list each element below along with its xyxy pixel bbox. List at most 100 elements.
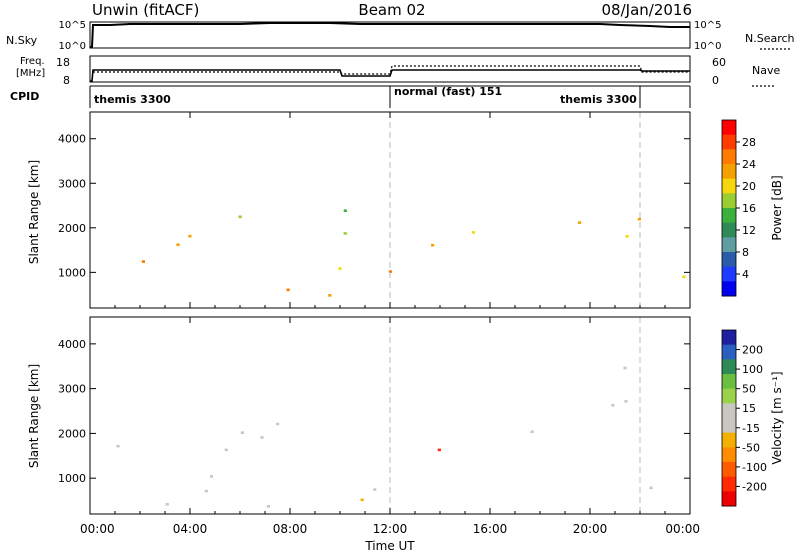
nsky-trace [90, 22, 690, 48]
y-tick-label: 2000 [58, 222, 86, 235]
colorbar-tick-label: 8 [742, 246, 749, 259]
y-tick-label: 3000 [58, 177, 86, 190]
echo-cell [649, 486, 653, 490]
cpid-mode-2: normal (fast) 151 [394, 85, 502, 98]
x-axis-label: Time UT [364, 539, 415, 553]
echo-cell [578, 221, 582, 224]
nsearch-label: N.Search [745, 32, 795, 45]
echo-cell [623, 366, 627, 370]
velocity-panel: 1000 2000 3000 4000 00:00 04:00 08:00 12:00 16:… [27, 316, 784, 553]
x-tick-label: 16:00 [473, 522, 508, 536]
echo-cell [682, 275, 686, 279]
x-tick-label: 04:00 [173, 522, 208, 536]
colorbar-segment [722, 330, 736, 346]
power-colorbar-ticks: 28 24 20 16 12 8 4 [736, 136, 756, 281]
nave-label: Nave [752, 64, 780, 77]
colorbar-segment [722, 237, 736, 253]
colorbar-tick-label: -100 [742, 461, 767, 474]
power-y-label: Slant Range [km] [27, 160, 41, 264]
colorbar-tick-label: 4 [742, 268, 749, 281]
colorbar-segment [722, 178, 736, 194]
colorbar-tick-label: 24 [742, 158, 756, 171]
colorbar-segment [722, 120, 736, 136]
colorbar-tick-label: 12 [742, 224, 756, 237]
echo-cell [388, 270, 392, 273]
cpid-mode-1: themis 3300 [94, 93, 171, 106]
velocity-frame [89, 316, 691, 515]
colorbar-tick-label: 50 [742, 383, 756, 396]
velocity-colorbar-ticks: 200 100 50 15 -15 -50 -100 -200 [736, 344, 767, 493]
echo-cell [286, 288, 290, 292]
colorbar-segment [722, 462, 736, 478]
echo-cell [240, 431, 244, 434]
nave-tick-high: 60 [712, 56, 726, 69]
colorbar-segment [722, 476, 736, 492]
colorbar-tick-label: 28 [742, 136, 756, 149]
power-colorbar-label: Power [dB] [770, 175, 784, 240]
colorbar-segment [722, 403, 736, 419]
echo-cell [260, 436, 264, 439]
echo-cell [625, 235, 629, 238]
echo-cell [624, 400, 628, 403]
freq-trace [90, 69, 690, 82]
beam-title: Beam 02 [358, 1, 425, 19]
echo-cell [343, 209, 347, 212]
echo-cell [343, 232, 347, 235]
cpid-panel: CPID themis 3300 normal (fast) 151 themi… [10, 85, 691, 108]
colorbar-segment [722, 164, 736, 180]
colorbar-segment [722, 266, 736, 282]
echo-cell [266, 505, 270, 508]
velocity-echo-layer [116, 366, 653, 508]
echo-cell [328, 294, 332, 297]
velocity-colorbar [722, 330, 736, 507]
x-tick-label: 00:00 [665, 522, 700, 536]
colorbar-tick-label: 15 [742, 402, 756, 415]
echo-cell [204, 489, 208, 493]
colorbar-tick-label: -200 [742, 480, 767, 493]
colorbar-segment [722, 134, 736, 150]
colorbar-segment [722, 432, 736, 448]
echo-cell [238, 215, 242, 219]
cpid-label: CPID [10, 90, 39, 103]
nsky-label: N.Sky [6, 34, 38, 47]
echo-cell [276, 422, 280, 426]
colorbar-segment [722, 418, 736, 434]
y-tick-label: 1000 [58, 266, 86, 279]
nsky-tick-high: 10^5 [59, 20, 86, 31]
velocity-colorbar-label: Velocity [m s⁻¹] [770, 371, 784, 464]
colorbar-tick-label: -50 [742, 441, 760, 454]
x-tick-label: 08:00 [273, 522, 308, 536]
freq-tick-high: 18 [56, 56, 70, 69]
nave-trace [93, 65, 690, 75]
echo-cell [637, 217, 641, 221]
freq-tick-low: 8 [63, 74, 70, 87]
echo-cell [338, 267, 342, 270]
y-tick-label: 2000 [58, 427, 86, 440]
date-title: 08/Jan/2016 [602, 1, 693, 19]
colorbar-segment [722, 359, 736, 375]
freq-unit: [MHz] [16, 68, 45, 79]
cpid-mode-3: themis 3300 [560, 93, 637, 106]
echo-cell [141, 260, 145, 263]
power-y-ticks: 1000 2000 3000 4000 [58, 133, 690, 279]
echo-cell [116, 444, 120, 448]
x-tick-label: 00:00 [80, 522, 115, 536]
colorbar-segment [722, 491, 736, 507]
nsearch-tick-low: 10^0 [694, 41, 721, 52]
nsky-panel: N.Sky 10^5 10^0 10^5 10^0 N.Search [6, 20, 795, 52]
colorbar-segment [722, 281, 736, 297]
y-tick-label: 4000 [58, 133, 86, 146]
velocity-x-ticks: 00:00 04:00 08:00 12:00 16:00 20:00 00:00 [80, 317, 700, 536]
colorbar-segment [722, 149, 736, 165]
colorbar-segment [722, 252, 736, 268]
colorbar-tick-label: 20 [742, 180, 756, 193]
nsky-tick-low: 10^0 [59, 41, 86, 52]
colorbar-segment [722, 388, 736, 404]
power-x-ticks [89, 112, 691, 308]
x-tick-label: 12:00 [373, 522, 408, 536]
x-tick-label: 20:00 [573, 522, 608, 536]
echo-cell [530, 430, 534, 434]
freq-label: Freq. [20, 56, 45, 67]
colorbar-segment [722, 193, 736, 209]
